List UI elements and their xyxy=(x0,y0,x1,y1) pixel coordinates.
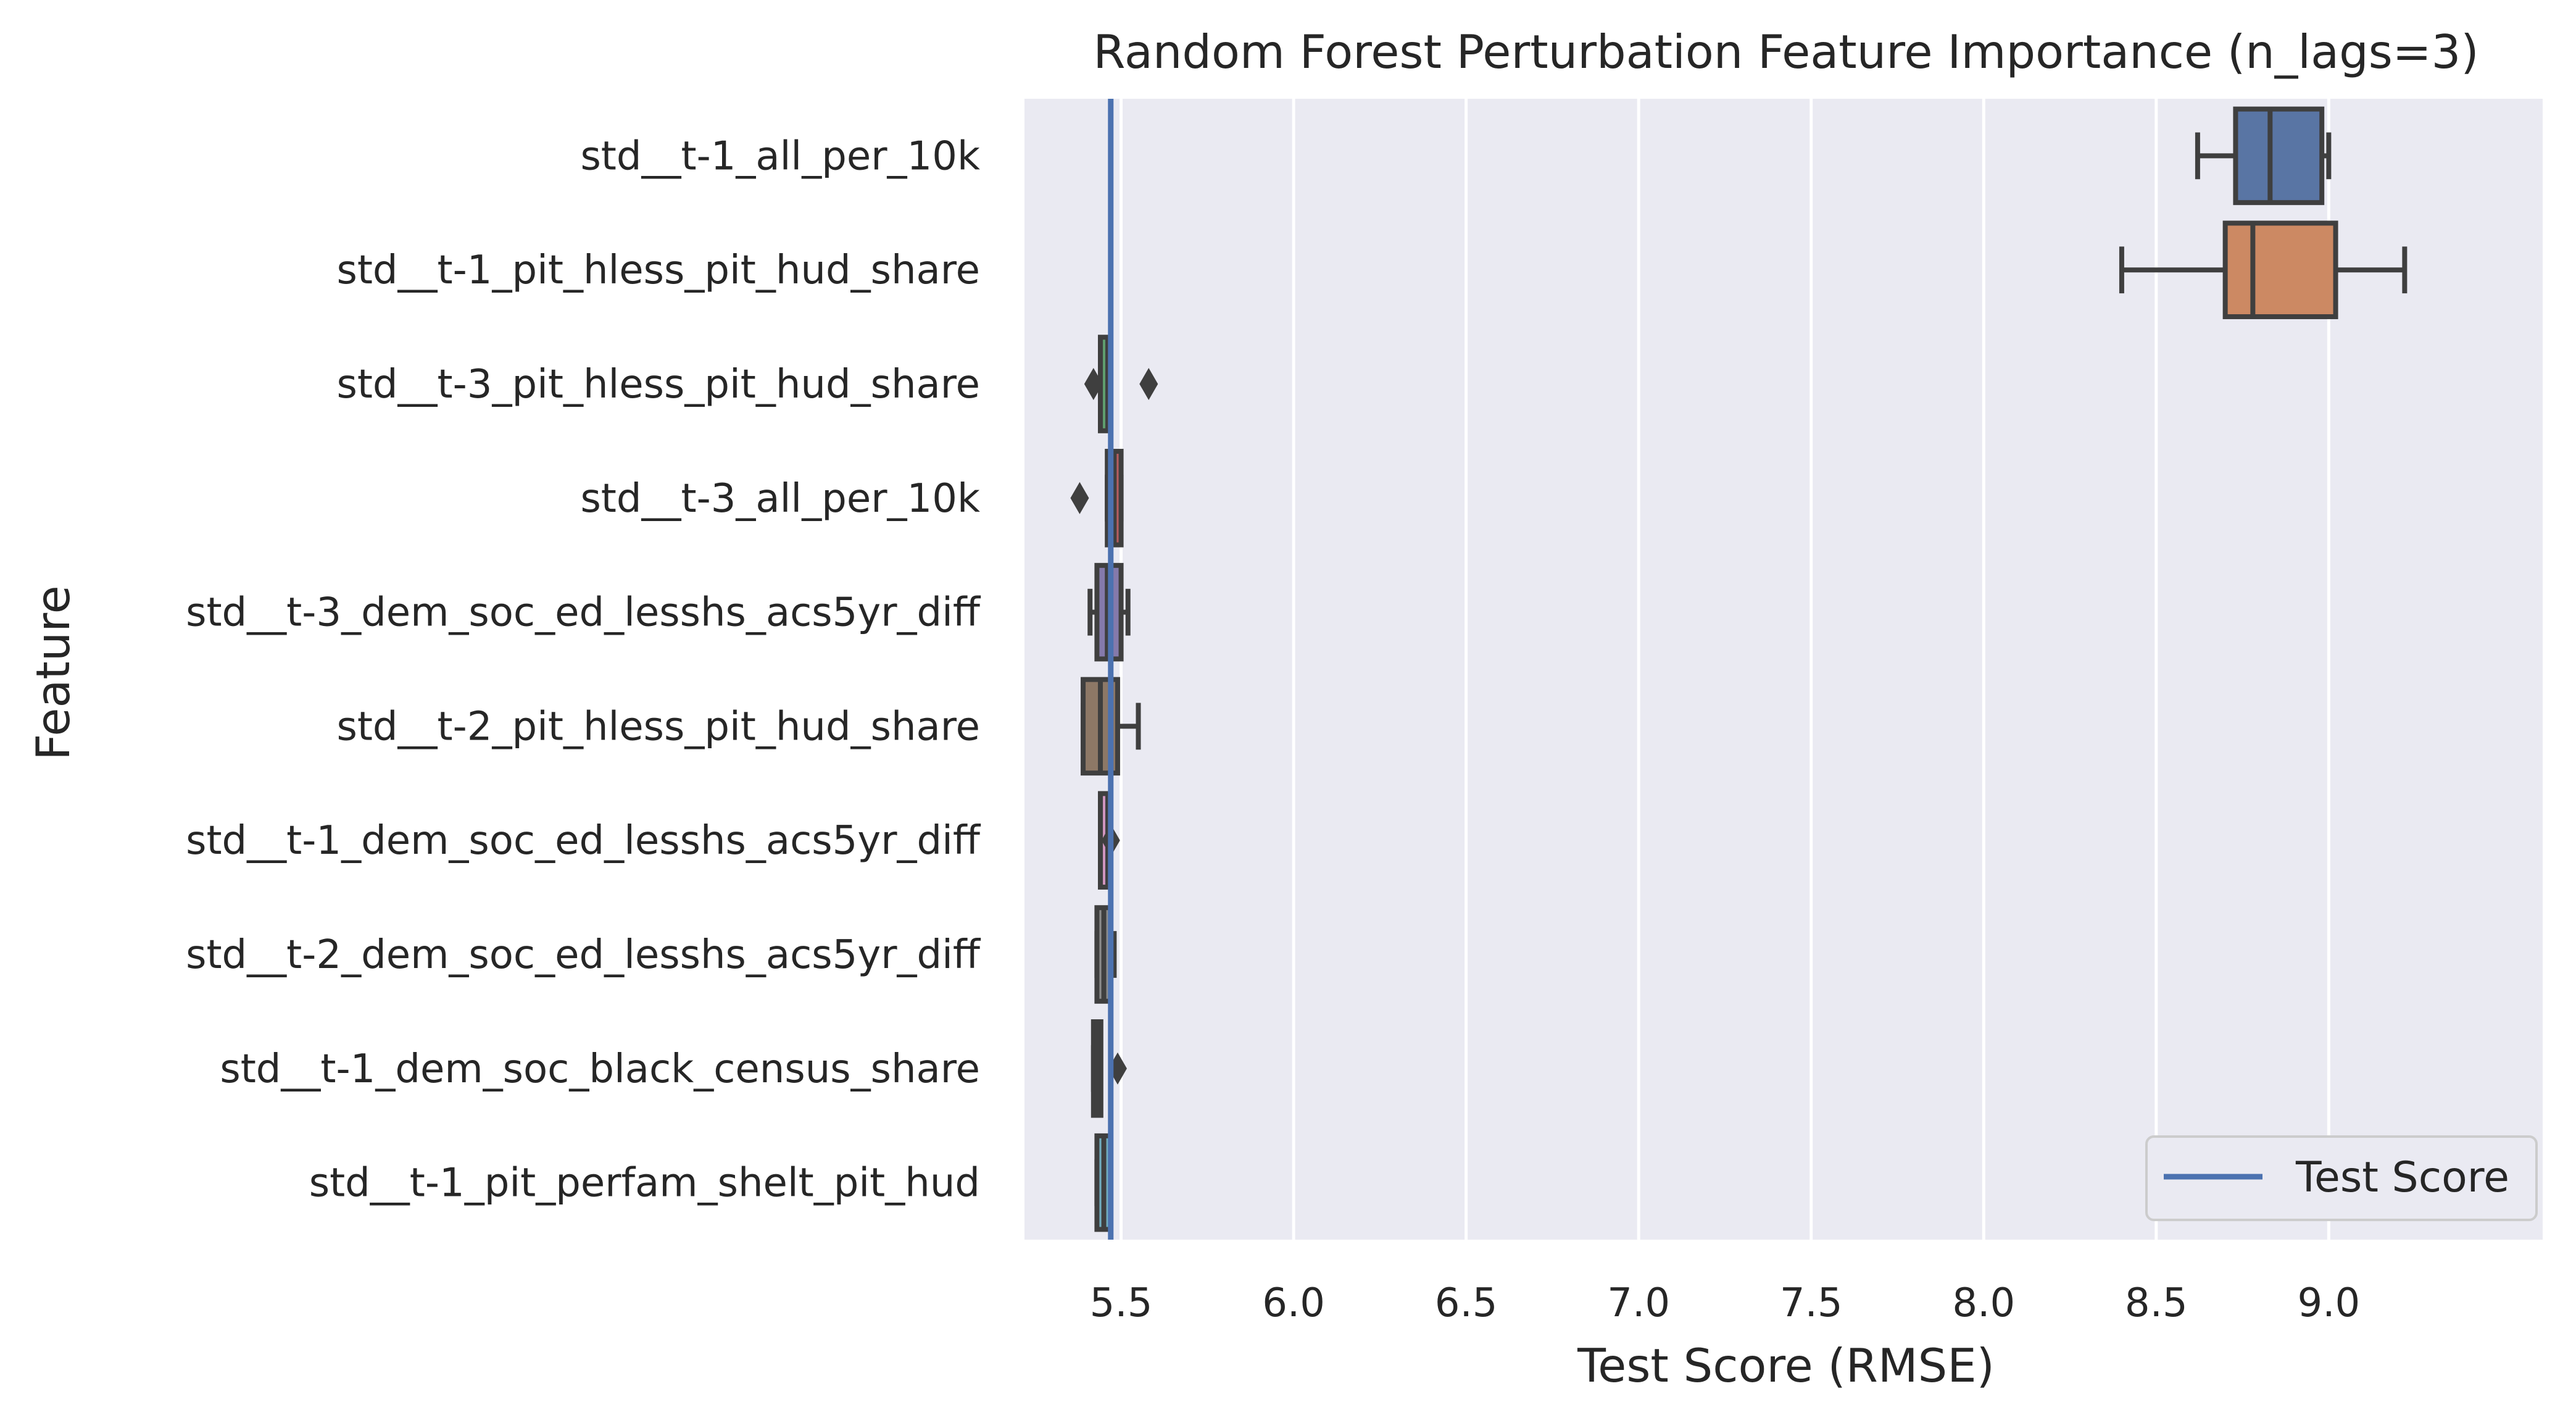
y-tick-label: std__t-2_pit_hless_pit_hud_share xyxy=(336,704,980,749)
legend: Test Score xyxy=(2145,1135,2538,1221)
y-tick-labels: std__t-1_all_per_10k std__t-1_pit_hless_p… xyxy=(186,133,981,1206)
y-axis-label: Feature xyxy=(26,585,80,760)
y-tick-label: std__t-1_dem_soc_ed_lesshs_acs5yr_diff xyxy=(186,818,981,864)
box-1 xyxy=(2195,106,2332,206)
outlier-marker xyxy=(1139,368,1158,400)
x-tick-label: 6.5 xyxy=(1435,1280,1498,1326)
y-tick-label: std__t-1_pit_hless_pit_hud_share xyxy=(336,248,980,293)
y-tick-label: std__t-1_all_per_10k xyxy=(580,133,980,179)
boxes xyxy=(1070,106,2408,1232)
x-tick-label: 5.5 xyxy=(1090,1280,1153,1326)
outlier-marker xyxy=(1070,482,1089,514)
chart-title: Random Forest Perturbation Feature Impor… xyxy=(1093,25,2478,79)
x-tick-label: 8.0 xyxy=(1952,1280,2015,1326)
box-rect xyxy=(2233,106,2325,206)
legend-box xyxy=(2145,1135,2538,1221)
box-9 xyxy=(1091,1019,1127,1118)
legend-label: Test Score xyxy=(2295,1153,2509,1202)
y-tick-label: std__t-3_dem_soc_ed_lesshs_acs5yr_diff xyxy=(186,590,981,636)
y-tick-label: std__t-3_all_per_10k xyxy=(580,476,980,522)
box-rect xyxy=(2222,220,2338,319)
box-7 xyxy=(1098,791,1120,890)
x-tick-label: 7.0 xyxy=(1607,1280,1670,1326)
x-tick-labels: 5.5 6.0 6.5 7.0 7.5 8.0 8.5 9.0 xyxy=(1090,1280,2361,1326)
y-tick-label: std__t-3_pit_hless_pit_hud_share xyxy=(336,362,980,407)
box-3 xyxy=(1084,335,1158,433)
x-tick-label: 7.5 xyxy=(1780,1280,1843,1326)
x-axis-label: Test Score (RMSE) xyxy=(1577,1338,1995,1393)
y-tick-label: std__t-1_pit_perfam_shelt_pit_hud xyxy=(309,1161,980,1206)
x-tick-label: 9.0 xyxy=(2297,1280,2360,1326)
x-tick-label: 6.0 xyxy=(1262,1280,1325,1326)
outlier-marker xyxy=(1084,368,1103,400)
x-tick-label: 8.5 xyxy=(2125,1280,2188,1326)
y-tick-label: std__t-2_dem_soc_ed_lesshs_acs5yr_diff xyxy=(186,932,981,978)
box-2 xyxy=(2119,220,2408,319)
y-tick-label: std__t-1_dem_soc_black_census_share xyxy=(220,1046,980,1092)
